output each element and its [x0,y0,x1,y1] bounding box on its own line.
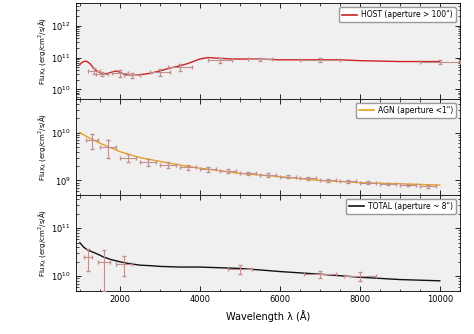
Legend: HOST (aperture > 100"): HOST (aperture > 100") [339,7,456,22]
Y-axis label: Flux$_\lambda$ (erg/cm$^2$/s/$\rm\AA$): Flux$_\lambda$ (erg/cm$^2$/s/$\rm\AA$) [36,113,48,181]
Y-axis label: Flux$_\lambda$ (erg/cm$^2$/s/$\rm\AA$): Flux$_\lambda$ (erg/cm$^2$/s/$\rm\AA$) [36,17,48,85]
Legend: TOTAL (aperture ~ 8"): TOTAL (aperture ~ 8") [346,199,456,214]
X-axis label: Wavelength λ (Å): Wavelength λ (Å) [226,310,310,322]
Legend: AGN (aperture <1"): AGN (aperture <1") [356,103,456,118]
Y-axis label: Flux$_\lambda$ (erg/cm$^2$/s/$\rm\AA$): Flux$_\lambda$ (erg/cm$^2$/s/$\rm\AA$) [36,209,48,277]
